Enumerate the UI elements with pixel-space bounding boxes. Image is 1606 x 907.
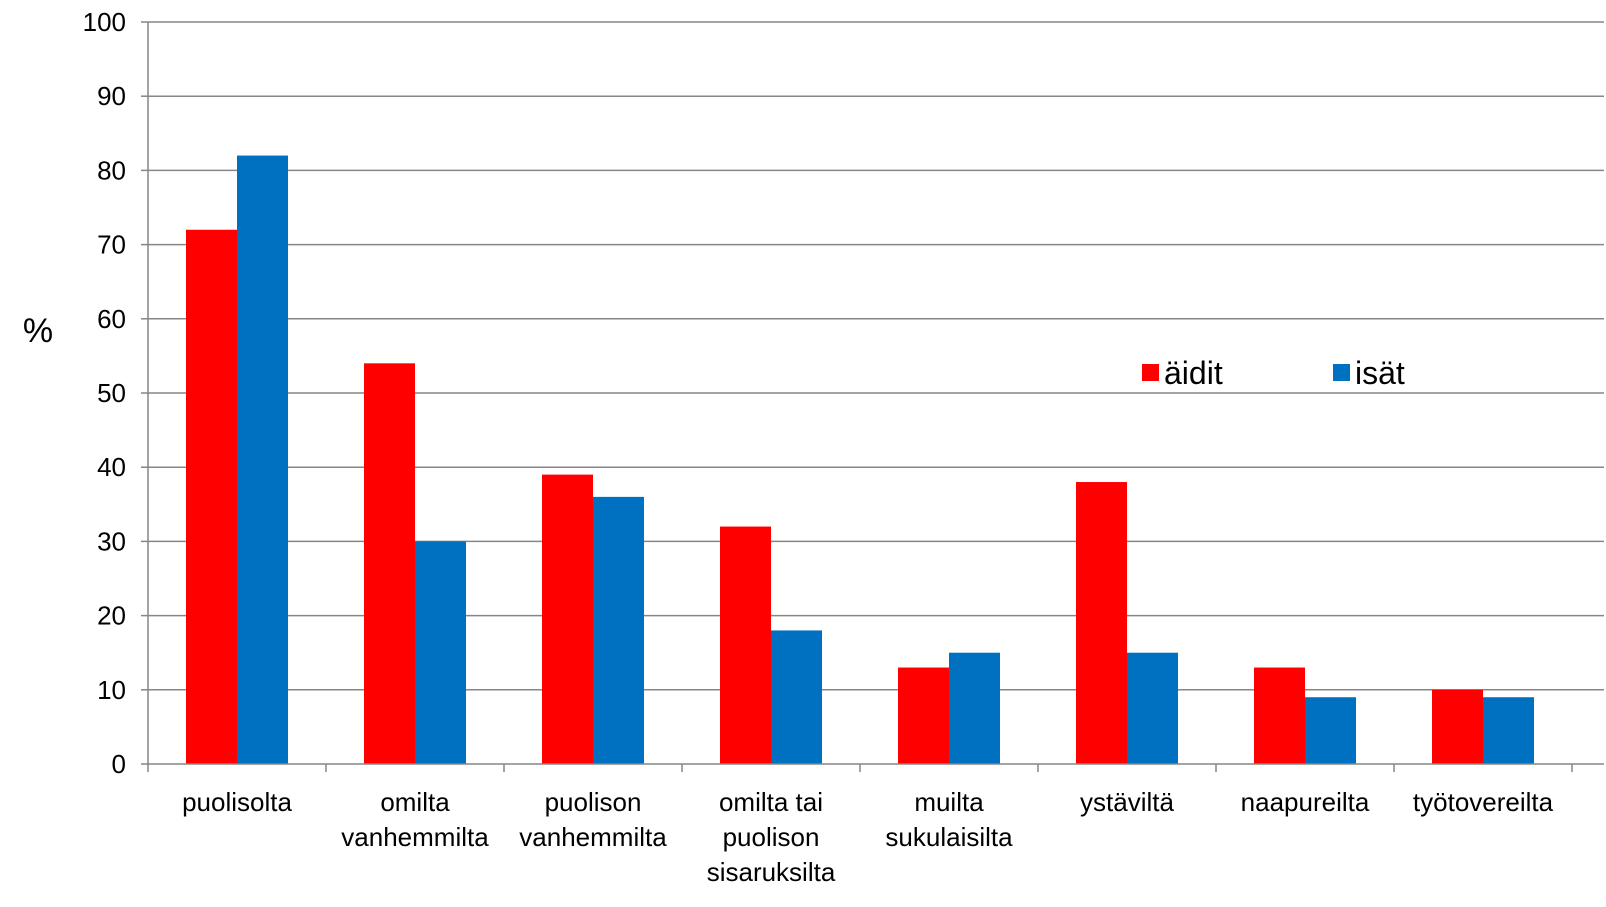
x-category-label: puolison bbox=[723, 822, 820, 852]
bar-series-1 bbox=[720, 526, 771, 764]
bar-series-2 bbox=[771, 630, 822, 764]
legend: äidit isät bbox=[1142, 355, 1405, 391]
bar-series-2 bbox=[1483, 697, 1534, 764]
x-axis-categories: puolisolta omilta vanhemmilta puolison vanhe… bbox=[182, 787, 1554, 887]
bars bbox=[186, 155, 1534, 764]
y-axis-label: % bbox=[23, 312, 53, 350]
bar-series-1 bbox=[542, 474, 593, 764]
bar-series-2 bbox=[1127, 652, 1178, 764]
y-tick-label: 90 bbox=[97, 81, 126, 111]
bar-series-2 bbox=[237, 155, 288, 764]
x-category-label: puolison bbox=[545, 787, 642, 817]
bar-series-1 bbox=[186, 229, 237, 764]
x-category-label: ystäviltä bbox=[1080, 787, 1174, 817]
y-tick-label: 10 bbox=[97, 675, 126, 705]
bar-series-1 bbox=[364, 363, 415, 764]
x-category-label: vanhemmilta bbox=[341, 822, 489, 852]
bar-series-2 bbox=[415, 541, 466, 764]
bar-series-2 bbox=[593, 496, 644, 764]
y-tick-label: 100 bbox=[83, 7, 126, 37]
y-tick-label: 70 bbox=[97, 230, 126, 260]
x-category-label: omilta tai bbox=[719, 787, 823, 817]
bar-series-1 bbox=[1076, 482, 1127, 764]
y-tick-label: 0 bbox=[112, 749, 126, 779]
bar-series-1 bbox=[898, 667, 949, 764]
y-tick-label: 80 bbox=[97, 155, 126, 185]
x-category-label: muilta bbox=[914, 787, 984, 817]
x-category-label: omilta bbox=[380, 787, 450, 817]
y-tick-label: 40 bbox=[97, 452, 126, 482]
y-tick-label: 60 bbox=[97, 304, 126, 334]
bar-series-1 bbox=[1254, 667, 1305, 764]
x-category-label: työtovereilta bbox=[1413, 787, 1554, 817]
y-axis-ticks: 0 10 20 30 40 50 60 70 80 90 100 bbox=[83, 7, 148, 779]
y-tick-label: 20 bbox=[97, 601, 126, 631]
axes bbox=[147, 22, 1604, 772]
x-category-label: sukulaisilta bbox=[885, 822, 1013, 852]
bar-series-2 bbox=[1305, 697, 1356, 764]
bar-series-2 bbox=[949, 652, 1000, 764]
legend-label: isät bbox=[1355, 355, 1405, 391]
y-tick-label: 30 bbox=[97, 526, 126, 556]
x-category-label: puolisolta bbox=[182, 787, 292, 817]
y-tick-label: 50 bbox=[97, 378, 126, 408]
legend-swatch bbox=[1142, 364, 1159, 381]
legend-swatch bbox=[1333, 364, 1350, 381]
bar-series-1 bbox=[1432, 689, 1483, 764]
x-category-label: vanhemmilta bbox=[519, 822, 667, 852]
legend-label: äidit bbox=[1164, 355, 1223, 391]
x-category-label: naapureilta bbox=[1241, 787, 1370, 817]
x-category-label: sisaruksilta bbox=[707, 857, 836, 887]
